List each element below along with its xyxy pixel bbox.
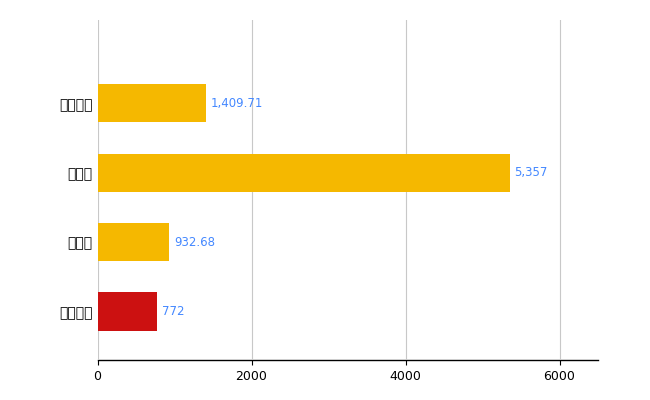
Bar xyxy=(98,84,206,122)
Text: 1,409.71: 1,409.71 xyxy=(211,97,263,110)
Bar xyxy=(98,223,169,261)
Bar xyxy=(98,292,157,330)
Text: 932.68: 932.68 xyxy=(174,236,215,248)
Text: 5,357: 5,357 xyxy=(515,166,548,179)
Text: 772: 772 xyxy=(162,305,184,318)
Bar xyxy=(98,154,510,192)
